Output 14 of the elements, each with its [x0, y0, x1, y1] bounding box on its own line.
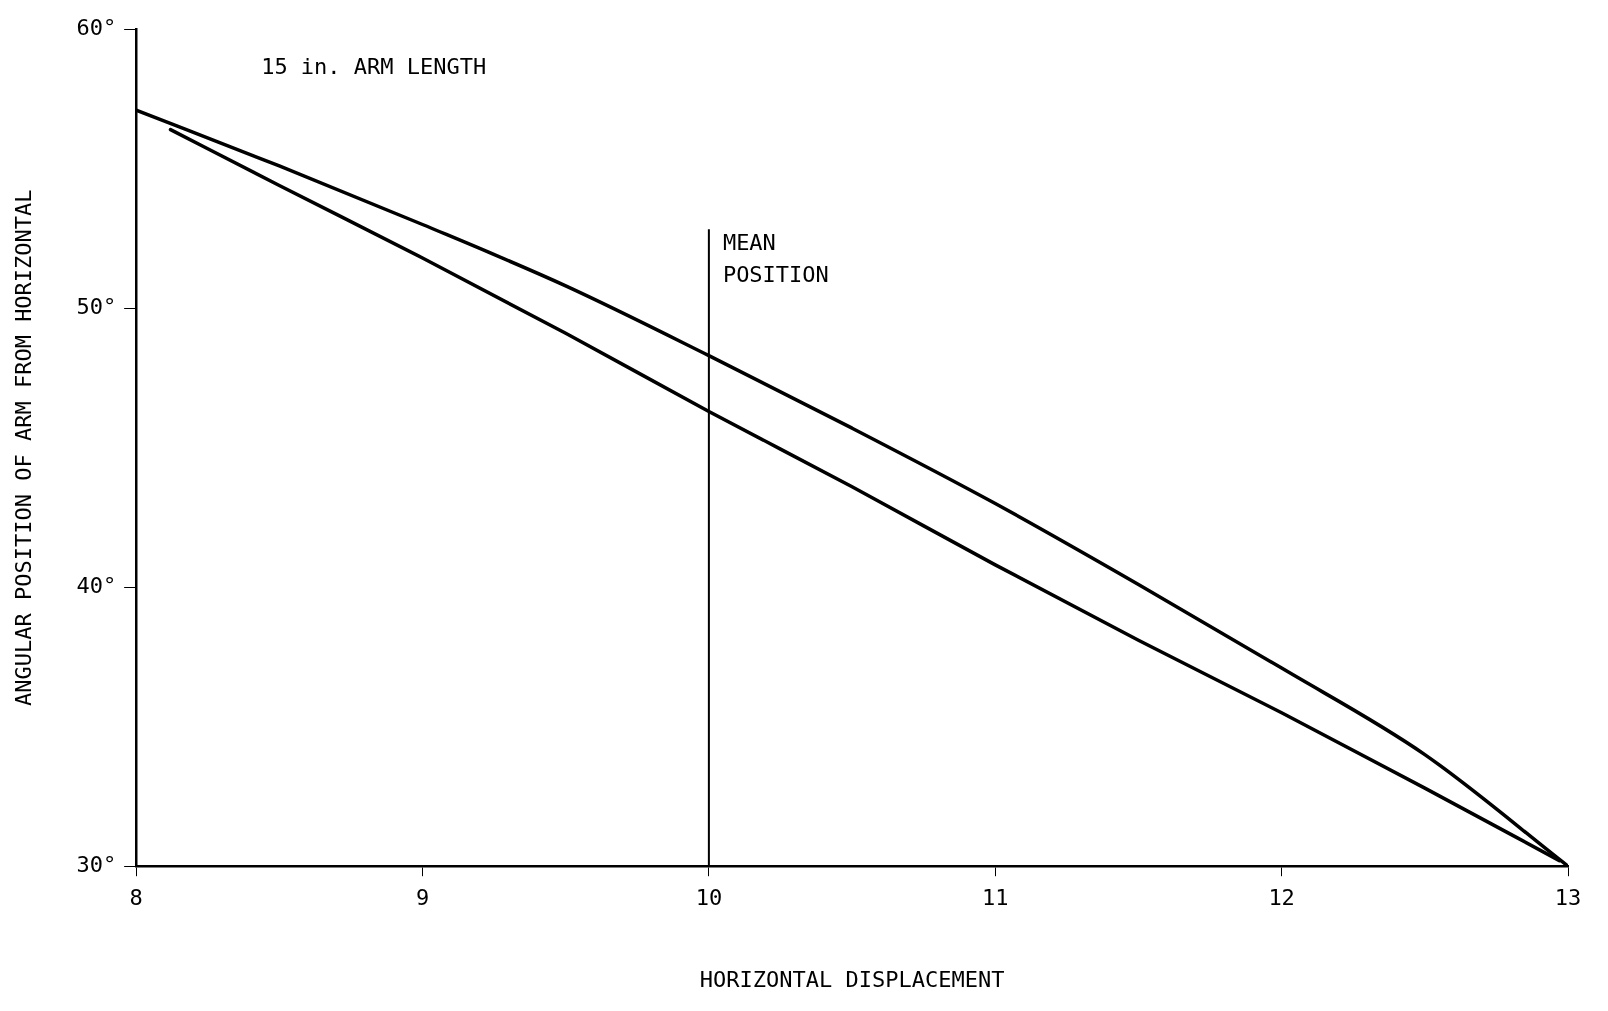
y-tick-label: 60° — [76, 14, 117, 40]
y-axis-title: ANGULAR POSITION OF ARM FROM HORIZONTAL — [10, 189, 36, 706]
x-tick-label: 11 — [982, 885, 1009, 911]
x-axis-title: HORIZONTAL DISPLACEMENT — [699, 966, 1005, 992]
x-tick-label: 12 — [1268, 885, 1295, 911]
x-tick-label: 10 — [695, 885, 723, 911]
x-tick-label: 9 — [415, 885, 430, 911]
x-tick-label: 8 — [129, 885, 143, 911]
y-tick-label: 50° — [76, 293, 117, 319]
annotation: 15 in. ARM LENGTH — [261, 53, 487, 79]
ref-line-label: MEAN POSITION — [722, 229, 829, 287]
y-tick-label: 30° — [76, 851, 117, 877]
y-tick-label: 40° — [76, 572, 117, 598]
x-tick-label: 13 — [1554, 885, 1582, 911]
